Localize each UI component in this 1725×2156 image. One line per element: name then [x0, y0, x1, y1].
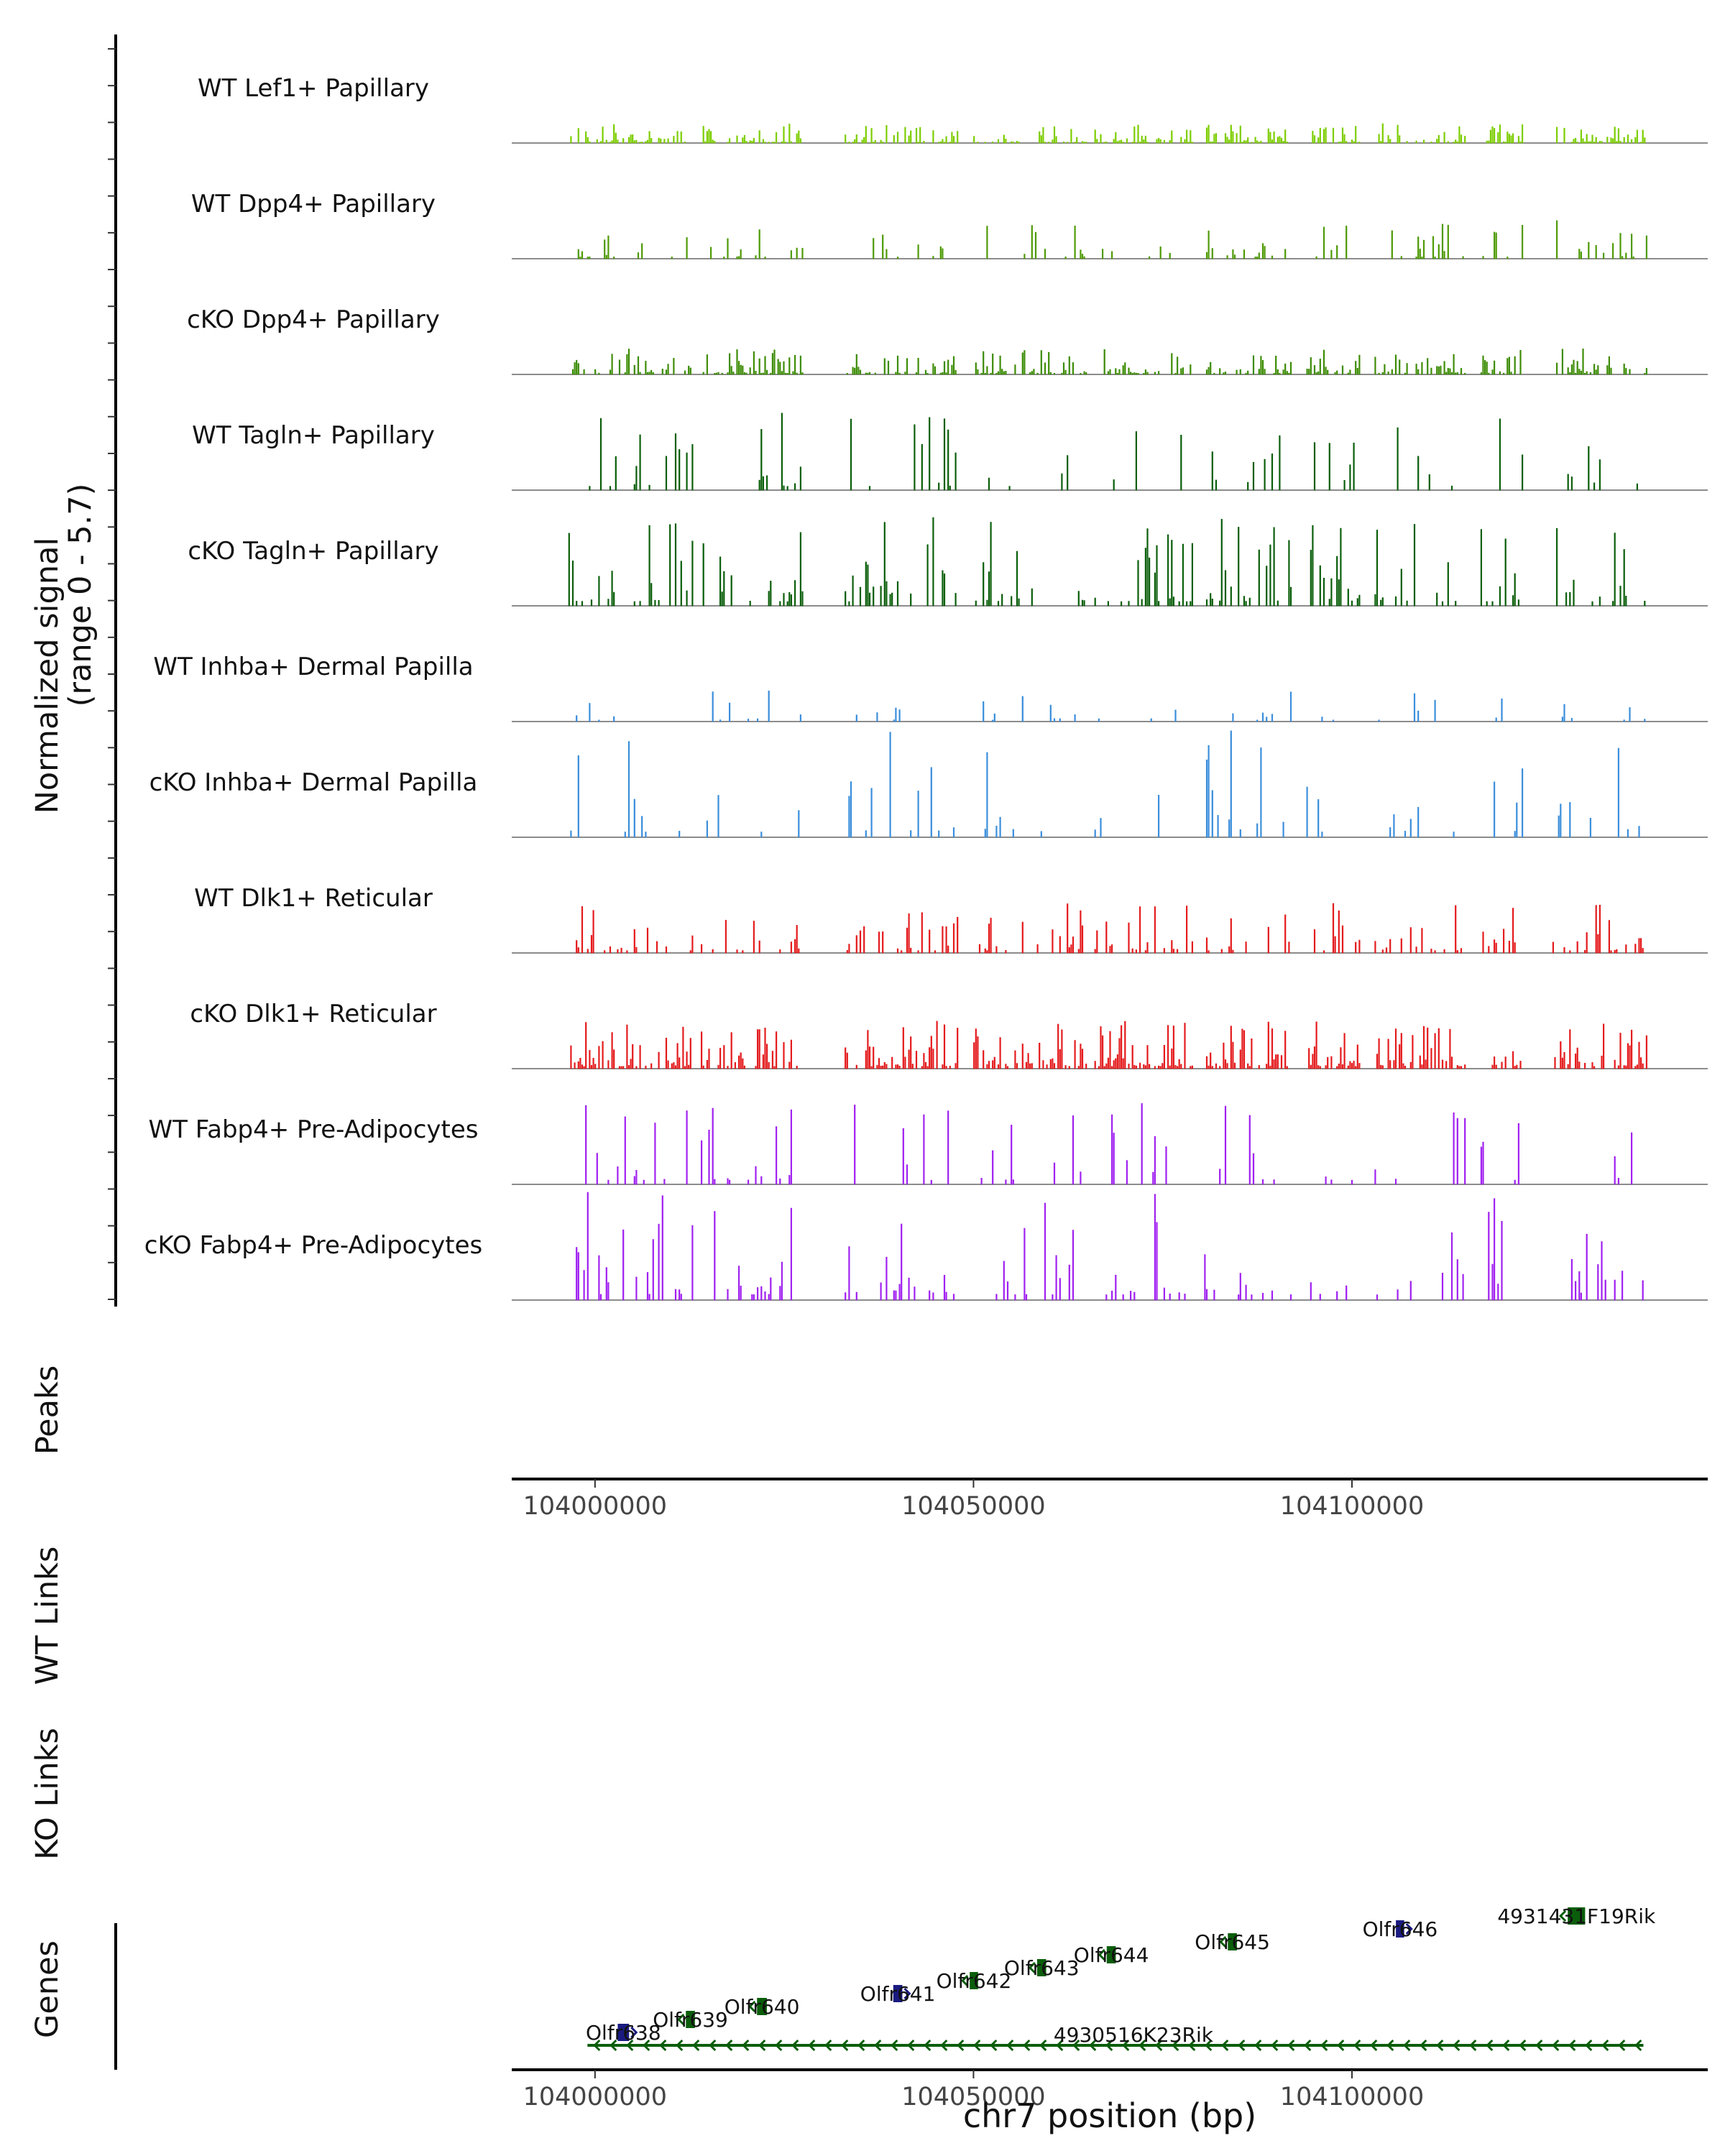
track: cKO Fabp4+ Pre-Adipocytes: [144, 1192, 1708, 1301]
gene-olfr642: Olfr642: [937, 1969, 1012, 1993]
track: cKO Dlk1+ Reticular: [190, 1000, 1708, 1069]
x-tick-label: 104050000: [901, 2083, 1045, 2111]
gene-strand-arrow: [748, 2000, 756, 2013]
x-tick-label: 104000000: [523, 2083, 667, 2111]
coverage-y-axis: [108, 34, 117, 1307]
gene-strand-arrows: [593, 2039, 1642, 2052]
gene-strand-arrow: [903, 1987, 911, 2000]
track-label: cKO Inhba+ Dermal Papilla: [150, 768, 478, 797]
track: WT Tagln+ Papillary: [192, 413, 1708, 491]
gene-exon: [1396, 1920, 1404, 1938]
track-label: cKO Tagln+ Papillary: [188, 537, 438, 566]
gene-strand-arrow: [1559, 1909, 1567, 1922]
track-signal-wt-lef1-papillary: [570, 123, 1646, 144]
track-label: WT Tagln+ Papillary: [192, 421, 435, 450]
track-label: WT Fabp4+ Pre-Adipocytes: [149, 1115, 479, 1144]
track-label: WT Dpp4+ Papillary: [191, 190, 436, 218]
track-signal-cko-dpp4-papillary: [571, 349, 1647, 375]
track-label: WT Inhba+ Dermal Papilla: [153, 653, 473, 681]
genes-track-label: Genes: [29, 1940, 65, 2038]
gene-exon: [1228, 1933, 1237, 1950]
gene-olfr646: Olfr646: [1363, 1917, 1438, 1941]
gene-label: Olfr643: [1004, 1956, 1080, 1980]
gene-strand-arrow: [677, 2013, 685, 2026]
gene-4931431f19rik: 4931431F19Rik: [1497, 1904, 1656, 1928]
track: WT Fabp4+ Pre-Adipocytes: [149, 1103, 1708, 1185]
gene-exon: [617, 2024, 630, 2041]
track-signal-wt-dpp4-papillary: [577, 220, 1647, 259]
x-axis-peaks: 104000000 104050000 104100000: [512, 1478, 1708, 1521]
gene-exon: [893, 1985, 903, 2002]
ko-links-track-label: KO Links: [29, 1728, 65, 1860]
track-label: cKO Dlk1+ Reticular: [190, 1000, 436, 1028]
y-axis-range-label: (range 0 - 5.7): [63, 484, 98, 707]
gene-label: Olfr644: [1074, 1943, 1149, 1967]
x-tick-label: 104100000: [1280, 2083, 1424, 2111]
track-label: WT Dlk1+ Reticular: [194, 884, 433, 913]
gene-label: 4930516K23Rik: [1054, 2023, 1214, 2047]
track: WT Dpp4+ Papillary: [191, 190, 1708, 259]
gene-label: Olfr641: [860, 1982, 936, 2006]
track-signal-wt-fabp4-pre-adipocytes: [585, 1103, 1633, 1185]
gene-exon: [686, 2011, 695, 2028]
track-label: WT Lef1+ Papillary: [198, 74, 429, 103]
track-signal-cko-fabp4-pre-adipocytes: [576, 1192, 1644, 1301]
track-signal-wt-dlk1-reticular: [576, 903, 1644, 954]
track-signal-cko-tagln-papillary: [568, 517, 1646, 607]
gene-4930516k23rik: 4930516K23Rik: [587, 2023, 1644, 2052]
gene-label: Olfr642: [937, 1969, 1012, 1993]
gene-exon: [1036, 1959, 1046, 1976]
x-tick-label: 104000000: [523, 1492, 667, 1521]
track-signal-wt-tagln-papillary: [589, 413, 1638, 491]
track: WT Inhba+ Dermal Papilla: [153, 653, 1708, 722]
track-signal-wt-inhba-dermal-papilla: [576, 691, 1646, 722]
track-signal-cko-dlk1-reticular: [570, 1021, 1647, 1069]
x-axis-title: chr7 position (bp): [963, 2096, 1256, 2135]
gene-label: Olfr645: [1195, 1930, 1270, 1954]
x-tick-label: 104100000: [1280, 1492, 1424, 1521]
track: WT Lef1+ Papillary: [198, 74, 1708, 144]
gene-olfr644: Olfr644: [1074, 1943, 1149, 1967]
gene-strand-arrow: [1219, 1935, 1227, 1948]
track: WT Dlk1+ Reticular: [194, 884, 1708, 954]
gene-strand-arrow: [1405, 1922, 1413, 1935]
track: cKO Inhba+ Dermal Papilla: [150, 730, 1708, 838]
gene-olfr643: Olfr643: [1004, 1956, 1080, 1980]
gene-olfr641: Olfr641: [860, 1982, 936, 2006]
track-signal-cko-inhba-dermal-papilla: [570, 730, 1640, 838]
gene-olfr639: Olfr639: [653, 2008, 728, 2032]
gene-exon: [757, 1998, 767, 2015]
gene-olfr645: Olfr645: [1195, 1930, 1270, 1954]
x-tick-label: 104050000: [901, 1492, 1045, 1521]
track: cKO Dpp4+ Papillary: [187, 305, 1708, 375]
gene-olfr640: Olfr640: [724, 1995, 800, 2019]
track-label: cKO Fabp4+ Pre-Adipocytes: [144, 1231, 483, 1260]
gene-label: Olfr646: [1363, 1917, 1438, 1941]
track-label: cKO Dpp4+ Papillary: [187, 305, 440, 334]
gene-label: Olfr639: [653, 2008, 728, 2032]
gene-exon: [970, 1972, 978, 1989]
gene-label: Olfr640: [724, 1995, 800, 2019]
gene-strand-arrow: [630, 2026, 638, 2039]
gene-strand-arrow: [1028, 1961, 1036, 1974]
peaks-track-label: Peaks: [29, 1365, 65, 1455]
gene-label: 4931431F19Rik: [1497, 1904, 1656, 1928]
gene-annotation-track: Olfr638Olfr639Olfr640Olfr641Olfr642Olfr6…: [114, 1904, 1656, 2070]
gene-exon: [1568, 1907, 1586, 1925]
gene-strand-arrow: [961, 1974, 969, 1987]
x-axis-genes: 104000000 104050000 104100000: [512, 2068, 1708, 2111]
coverage-tracks: WT Lef1+ Papillary WT Dpp4+ Papillary cKO …: [144, 74, 1708, 1301]
y-axis-title: Normalized signal: [29, 538, 65, 814]
track: cKO Tagln+ Papillary: [188, 517, 1708, 607]
wt-links-track-label: WT Links: [29, 1547, 65, 1685]
gene-strand-arrow: [1098, 1948, 1105, 1961]
gene-exon: [1106, 1946, 1116, 1963]
